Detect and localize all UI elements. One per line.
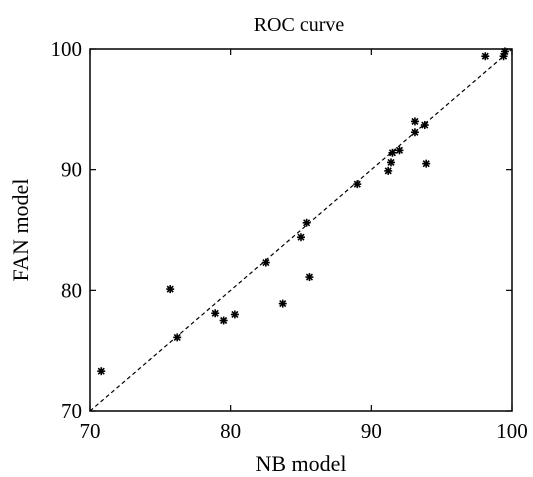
data-point	[500, 47, 509, 56]
data-point	[166, 285, 175, 294]
y-tick-label: 90	[61, 158, 82, 182]
data-point	[353, 180, 362, 189]
plot-frame	[89, 48, 513, 412]
data-point	[219, 316, 228, 325]
data-point	[211, 309, 220, 318]
x-axis-label: NB model	[255, 451, 346, 476]
y-tick-label: 70	[61, 399, 82, 423]
data-points	[97, 47, 509, 376]
y-axis-label: FAN model	[8, 179, 33, 282]
chart-title: ROC curve	[254, 14, 345, 36]
x-tick-label: 70	[80, 419, 101, 443]
y-tick-label: 100	[51, 37, 83, 61]
reference-diagonal-line	[89, 48, 513, 412]
data-point	[395, 146, 404, 155]
data-point	[302, 218, 311, 227]
axis-ticks: 70 80 90 100 70 80 90 100	[51, 37, 528, 443]
data-point	[230, 310, 239, 319]
data-point	[481, 52, 490, 61]
data-point	[422, 159, 431, 168]
data-point	[410, 128, 419, 137]
data-point	[305, 273, 314, 282]
data-point	[384, 166, 393, 175]
data-point	[261, 258, 270, 267]
data-point	[173, 333, 182, 342]
x-tick-label: 80	[220, 419, 241, 443]
data-point	[278, 299, 287, 308]
data-point	[97, 367, 106, 376]
x-tick-label: 100	[496, 419, 528, 443]
y-tick-label: 80	[61, 278, 82, 302]
data-point	[410, 117, 419, 126]
x-tick-label: 90	[361, 419, 382, 443]
data-point	[420, 121, 429, 130]
data-point	[387, 158, 396, 167]
data-point	[297, 233, 305, 242]
data-point	[388, 148, 397, 157]
